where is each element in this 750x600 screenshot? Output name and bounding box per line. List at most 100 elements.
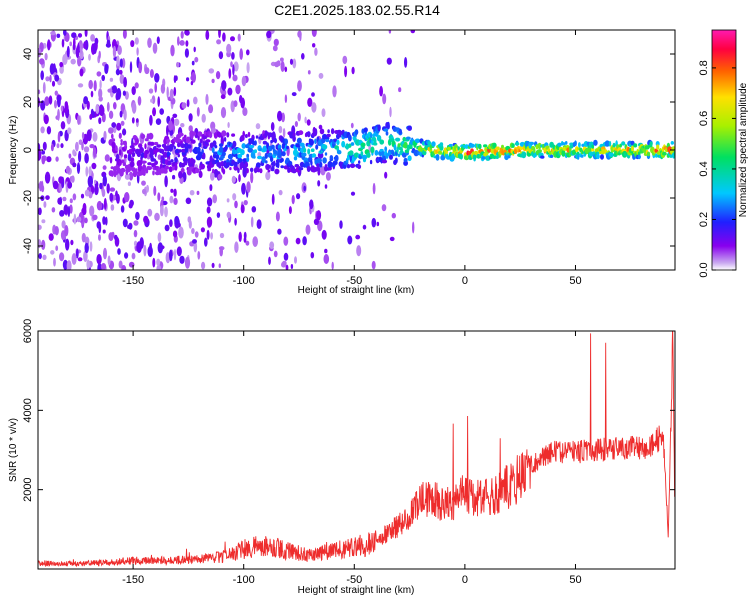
spectrogram-noise-cell xyxy=(266,30,272,39)
spectrogram-noise-cell xyxy=(54,99,57,109)
spectrogram-ridge-cell xyxy=(155,147,160,153)
colorbar-tick-label: 0.2 xyxy=(698,212,710,227)
spectrogram-panel: -150 -100 -50 0 50 -40 -20 0 20 40 Height of str… xyxy=(8,29,676,296)
spectrogram-noise-cell xyxy=(128,202,133,209)
spectrogram-ridge-cell xyxy=(275,144,279,150)
spectrogram-noise-cell xyxy=(54,74,60,82)
snr-y-tick-label: 6000 xyxy=(22,319,34,343)
spectrogram-ridge-cell xyxy=(403,157,408,163)
spectrogram-noise-cell xyxy=(51,80,56,87)
spectrogram-noise-cell xyxy=(59,196,62,205)
spectrogram-noise-cell xyxy=(316,210,322,221)
spectrogram-noise-cell xyxy=(388,30,392,34)
spectrogram-noise-cell xyxy=(48,233,54,241)
spectrogram-noise-cell xyxy=(75,47,80,59)
spectrogram-noise-cell xyxy=(135,118,139,123)
spectrogram-noise-cell xyxy=(231,175,236,183)
spectrogram-noise-cell xyxy=(190,81,194,86)
spectrogram-ridge-cell xyxy=(370,146,375,154)
spectrogram-noise-cell xyxy=(216,212,221,218)
spectrogram-ridge-cell xyxy=(270,139,273,144)
spectrogram-ridge-cell xyxy=(662,151,667,156)
spectrogram-ridge-cell xyxy=(132,142,138,146)
spectrogram-noise-cell xyxy=(111,85,118,94)
spectrogram-ridge-cell xyxy=(413,149,419,157)
spectrogram-ridge-cell xyxy=(264,152,268,159)
spectrogram-ridge-cell xyxy=(200,163,206,170)
spectrogram-ridge-cell xyxy=(153,141,159,146)
spectrogram-noise-cell xyxy=(376,221,380,227)
spectrogram-ridge-cell xyxy=(269,155,274,163)
spectrogram-noise-cell xyxy=(156,258,161,266)
spectrogram-noise-cell xyxy=(313,218,319,225)
spectrogram-ridge-cell xyxy=(438,150,443,155)
spectrogram-noise-cell xyxy=(173,118,180,127)
spectrogram-noise-cell xyxy=(168,120,173,131)
spectrogram-ridge-cell xyxy=(232,140,237,148)
spectrogram-noise-cell xyxy=(404,57,408,68)
spectrogram-noise-cell xyxy=(238,174,241,183)
spectrogram-noise-cell xyxy=(84,189,90,197)
spectrogram-ridge-cell xyxy=(593,139,598,146)
spectrogram-noise-cell xyxy=(184,256,191,269)
spectrogram-noise-cell xyxy=(243,231,247,240)
spectrogram-noise-cell xyxy=(56,33,61,38)
spectrogram-ridge-cell xyxy=(226,132,230,138)
spectrogram-ridge-cell xyxy=(286,145,289,150)
spectrogram-ridge-cell xyxy=(354,129,359,136)
spectrogram-noise-cell xyxy=(281,112,285,123)
spectrogram-ridge-cell xyxy=(134,168,138,175)
spectrogram-ridge-cell xyxy=(670,141,674,145)
spectrogram-ridge-cell xyxy=(174,163,178,171)
spectrogram-ridge-cell xyxy=(266,165,271,169)
spectrogram-ridge-cell xyxy=(407,125,412,129)
spectrogram-noise-cell xyxy=(96,200,103,211)
spectrogram-ridge-cell xyxy=(267,132,273,138)
spectrogram-noise-cell xyxy=(135,211,140,221)
spectrogram-noise-cell xyxy=(88,79,93,90)
spectrogram-noise-cell xyxy=(193,75,196,82)
spectrogram-noise-cell xyxy=(318,124,323,130)
spectrogram-noise-cell xyxy=(38,207,42,216)
spectrogram-ridge-cell xyxy=(184,134,187,138)
spectrogram-noise-cell xyxy=(141,180,146,186)
spectrogram-noise-cell xyxy=(59,252,65,262)
spectrogram-noise-cell xyxy=(206,216,213,228)
spectrogram-noise-cell xyxy=(128,222,133,230)
spectrogram-noise-cell xyxy=(43,201,47,208)
spectrogram-noise-cell xyxy=(96,71,102,77)
spectrogram-ridge-cell xyxy=(197,131,203,137)
spectrogram-ridge-cell xyxy=(464,144,469,149)
spectrogram-noise-cell xyxy=(92,131,98,142)
spectrogram-noise-cell xyxy=(157,232,162,243)
spectrogram-noise-cell xyxy=(386,57,392,65)
spectrogram-noise-cell xyxy=(123,109,127,121)
spectrogram-ridge-cell xyxy=(386,121,390,129)
spectrogram-ridge-cell xyxy=(120,167,125,173)
spectrogram-noise-cell xyxy=(133,229,138,238)
spectrogram-noise-cell xyxy=(180,31,184,39)
spectrogram-noise-cell xyxy=(38,253,42,260)
spectrogram-ridge-cell xyxy=(215,154,220,160)
spectrogram-noise-cell xyxy=(178,226,184,239)
spectrogram-ridge-cell xyxy=(316,158,322,163)
spectrogram-ridge-cell xyxy=(383,128,389,132)
spectrogram-noise-cell xyxy=(104,63,109,75)
spectrogram-ridge-cell xyxy=(296,137,302,144)
spectrogram-noise-cell xyxy=(251,206,257,213)
spectrogram-noise-cell xyxy=(275,211,280,222)
spectrogram-ridge-cell xyxy=(243,166,247,173)
spectrogram-noise-cell xyxy=(265,171,271,181)
spectrogram-noise-cell xyxy=(46,156,52,163)
spectrogram-noise-cell xyxy=(241,75,247,87)
spectrogram-noise-cell xyxy=(84,30,88,37)
spectrogram-ridge-cell xyxy=(147,162,152,166)
spectrogram-noise-cell xyxy=(234,241,239,253)
spectrogram-noise-cell xyxy=(201,113,206,123)
spectrogram-noise-cell xyxy=(62,196,67,202)
spectrogram-ridge-cell xyxy=(211,147,215,154)
spectrogram-noise-cell xyxy=(77,83,84,88)
spectrogram-noise-cell xyxy=(94,37,99,45)
spectrogram-noise-cell xyxy=(60,121,66,130)
spectrogram-noise-cell xyxy=(130,40,135,48)
